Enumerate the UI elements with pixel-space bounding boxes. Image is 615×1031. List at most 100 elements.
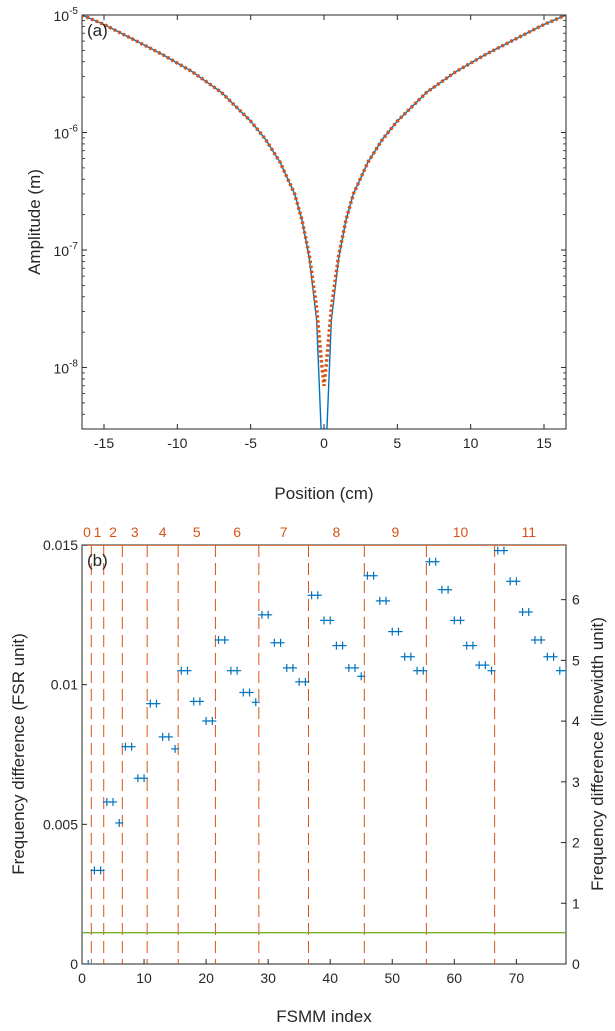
panel-a-y-ticks: 10-8 10-7 10-6 10-5 xyxy=(54,6,566,430)
panel-b-data-point xyxy=(115,818,124,827)
panel-b-y2-tick-label: 2 xyxy=(572,835,580,851)
panel-b-data-point xyxy=(351,663,360,672)
panel-b-group-label: 11 xyxy=(521,524,536,540)
panel-a-axes-box xyxy=(81,14,567,430)
panel-b-data-point xyxy=(313,591,322,600)
panel-b-data-point xyxy=(549,652,558,661)
panel-b-group-label: 2 xyxy=(109,524,117,540)
panel-b-group-label: 1 xyxy=(94,524,102,540)
panel-b-data-point xyxy=(382,596,391,605)
panel-b-data-point xyxy=(288,663,297,672)
panel-b-data-point xyxy=(264,610,273,619)
panel-b-data-point xyxy=(481,661,490,670)
panel-b-data-point xyxy=(326,616,335,625)
panel-a-y-axis-label: Amplitude (m) xyxy=(25,169,44,275)
panel-b-x-tick-label: 50 xyxy=(384,970,400,986)
panel-a-x-axis-label: Position (cm) xyxy=(274,484,373,503)
panel-b-data-point xyxy=(109,797,118,806)
panel-b-group-label: 0 xyxy=(83,524,91,540)
panel-b-data-point xyxy=(431,557,440,566)
panel-a-x-tick-label: -5 xyxy=(244,435,257,451)
panel-b-data-point xyxy=(251,698,260,707)
panel-b-data-point xyxy=(406,652,415,661)
panel-b-axes-box xyxy=(81,544,567,965)
panel-b-label: (b) xyxy=(87,551,108,570)
panel-a-y-tick-label: 10-7 xyxy=(54,241,79,259)
panel-b-y2-tick-label: 3 xyxy=(572,774,580,790)
panel-a-y-tick-label: 10-8 xyxy=(54,359,79,377)
panel-a-x-tick-label: 0 xyxy=(320,435,328,451)
panel-b-y-tick-label: 0.015 xyxy=(43,537,78,553)
panel-a-x-tick-label: 10 xyxy=(463,435,479,451)
panel-a-x-tick-label: -15 xyxy=(94,435,114,451)
panel-b-group-label: 8 xyxy=(333,524,341,540)
panel-b-data-point xyxy=(419,666,428,675)
panel-b-group-label: 10 xyxy=(453,524,469,540)
panel-b-x-tick-label: 0 xyxy=(78,970,86,986)
panel-b-data-point xyxy=(444,585,453,594)
panel-a-x-tick-label: 15 xyxy=(536,435,552,451)
panel-b-group-labels: 0 1 2 3 4 5 6 7 8 9 10 11 xyxy=(83,524,536,540)
panel-b-data-point xyxy=(164,732,173,741)
panel-b-y2-tick-label: 4 xyxy=(572,713,580,729)
panel-a-x-ticks: -15 -10 -5 0 5 10 15 xyxy=(94,15,552,451)
panel-b-group-label: 7 xyxy=(280,524,288,540)
panel-b-y2-tick-label: 1 xyxy=(572,895,580,911)
panel-b-data-point xyxy=(394,627,403,636)
panel-b-x-axis-label: FSMM index xyxy=(276,1007,372,1026)
panel-b-data-point xyxy=(512,577,521,586)
panel-b-data-point xyxy=(369,571,378,580)
panel-b-plot-group xyxy=(82,545,566,964)
panel-b-data-point xyxy=(220,635,229,644)
panel-b-data-point xyxy=(195,697,204,706)
panel-b-x-tick-label: 30 xyxy=(260,970,276,986)
panel-b-y-ticks: 0 0.005 0.01 0.015 xyxy=(43,537,87,972)
panel-b-y2-tick-label: 5 xyxy=(572,652,580,668)
panel-b-y2-ticks: 0 1 2 3 4 5 6 xyxy=(561,592,580,972)
panel-b-y-tick-label: 0.005 xyxy=(43,816,78,832)
panel-a-series-group xyxy=(82,15,566,429)
panel-b-frequency-chart: 0 1 2 3 4 5 6 7 8 9 10 11 0 10 20 30 40 50 60 70 00.0050.0… xyxy=(9,524,607,1026)
panel-b-data-point xyxy=(127,742,136,751)
panel-b-data-point xyxy=(499,546,508,555)
panel-b-data-point xyxy=(183,666,192,675)
panel-a-y-tick-label: 10-6 xyxy=(54,124,79,142)
panel-b-data-point xyxy=(208,716,217,725)
panel-a-x-tick-label: -10 xyxy=(167,435,187,451)
panel-b-data-point xyxy=(276,638,285,647)
panel-b-data-point xyxy=(468,641,477,650)
panel-b-y2-axis-label: Frequency difference (linewidth unit) xyxy=(588,617,607,891)
panel-b-data-point xyxy=(233,666,242,675)
panel-b-y-tick-label: 0.01 xyxy=(51,677,78,693)
panel-b-data-point xyxy=(245,688,254,697)
panel-b-group-label: 6 xyxy=(233,524,241,540)
panel-a-x-tick-label: 5 xyxy=(393,435,401,451)
panel-b-data-point xyxy=(524,608,533,617)
panel-b-group-label: 9 xyxy=(391,524,399,540)
panel-b-x-tick-label: 20 xyxy=(198,970,214,986)
panel-b-group-label: 5 xyxy=(193,524,201,540)
panel-a-y-tick-label: 10-5 xyxy=(54,6,79,24)
panel-b-group-label: 4 xyxy=(159,524,167,540)
panel-a-label: (a) xyxy=(87,21,108,40)
panel-b-x-tick-label: 60 xyxy=(447,970,463,986)
panel-b-data-point xyxy=(487,666,496,675)
panel-b-data-point xyxy=(140,774,149,783)
panel-b-x-tick-label: 40 xyxy=(322,970,338,986)
panel-b-y2-tick-label: 0 xyxy=(572,956,580,972)
panel-b-group-label: 3 xyxy=(131,524,139,540)
panel-b-y-tick-label: 0 xyxy=(70,956,78,972)
panel-b-data-point xyxy=(84,960,93,964)
panel-b-data-point xyxy=(301,677,310,686)
panel-b-x-tick-label: 10 xyxy=(136,970,152,986)
panel-b-data-point xyxy=(537,635,546,644)
panel-b-data-point xyxy=(171,744,180,753)
panel-a-amplitude-chart: -15 -10 -5 0 5 10 15 10-8 10-7 10-6 10-5 (a) Posi… xyxy=(25,6,567,503)
panel-a-series-line-dotted xyxy=(82,15,566,386)
panel-b-data-point xyxy=(456,616,465,625)
panel-b-x-ticks: 0 10 20 30 40 50 60 70 xyxy=(78,959,524,986)
panel-b-x-tick-label: 70 xyxy=(509,970,525,986)
panel-b-data-point xyxy=(357,672,366,681)
panel-b-data-point xyxy=(152,699,161,708)
